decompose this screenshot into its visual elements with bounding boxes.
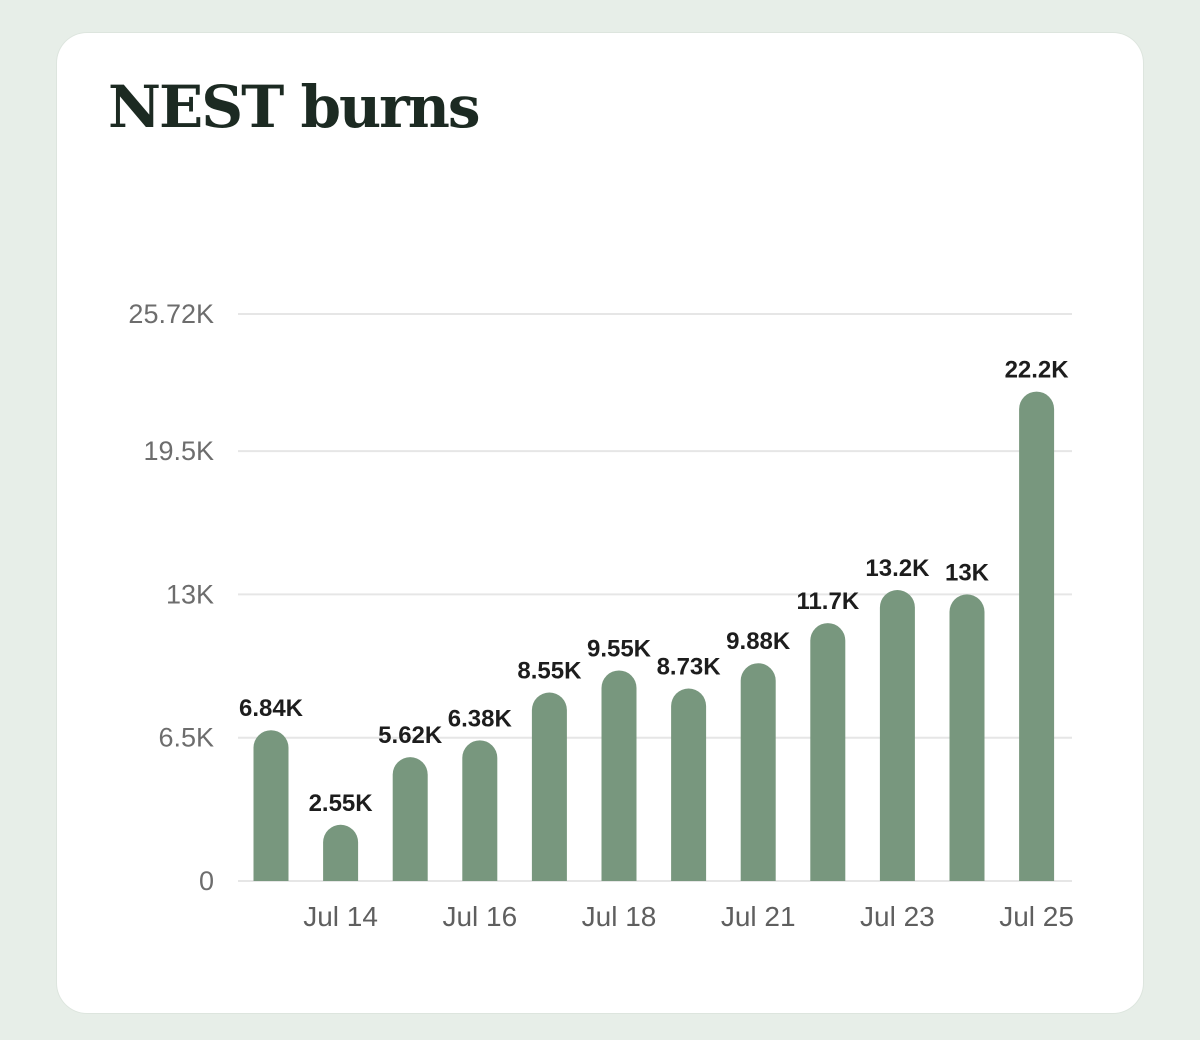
chart-title: NEST burns [108, 73, 481, 141]
data-label: 8.73K [657, 654, 722, 681]
bar [949, 594, 985, 881]
data-label: 22.2K [1005, 357, 1070, 384]
data-label: 11.7K [796, 588, 859, 615]
data-labels: 6.84K 2.55K 5.62K6.38K8.55K9.55K8.73K9.88K… [239, 357, 1069, 817]
y-tick-label: 13K [166, 579, 214, 609]
x-tick-label: Jul 25 [999, 901, 1074, 932]
data-label: 8.55K [517, 658, 582, 685]
data-label: 6.84K [239, 695, 304, 722]
bar [879, 590, 915, 881]
x-tick-label: Jul 14 [303, 901, 378, 932]
bar [323, 824, 359, 881]
y-tick-label: 19.5K [143, 436, 214, 466]
x-tick-label: Jul 23 [860, 901, 935, 932]
data-label: 6.38K [448, 705, 513, 732]
x-tick-label: Jul 16 [442, 901, 517, 932]
data-label: 5.62K [378, 722, 443, 749]
data-label: 9.55K [587, 635, 652, 662]
y-axis: 0 6.5K 13K 19.5K 25.72K [128, 299, 214, 896]
data-label: 2.55K [309, 790, 374, 817]
bar [392, 757, 428, 881]
bar [531, 692, 567, 881]
x-tick-label: Jul 18 [582, 901, 657, 932]
data-label: 9.88K [726, 628, 791, 655]
bar [671, 688, 707, 881]
bar [601, 670, 637, 881]
bar [740, 663, 776, 881]
y-tick-label: 6.5K [158, 723, 214, 753]
bars [253, 391, 1055, 881]
x-tick-label: Jul 21 [721, 901, 796, 932]
data-label: 13.2K [865, 555, 930, 582]
bar [1019, 391, 1055, 881]
data-label: 13K [945, 559, 990, 586]
gridlines [238, 313, 1072, 882]
y-tick-label: 25.72K [128, 299, 214, 329]
y-tick-label: 0 [199, 866, 214, 896]
bar [810, 623, 846, 881]
x-axis: Jul 14 Jul 16 Jul 18 Jul 21 Jul 23 Jul 25 [303, 901, 1074, 932]
bar [462, 740, 498, 881]
bar [253, 730, 289, 881]
